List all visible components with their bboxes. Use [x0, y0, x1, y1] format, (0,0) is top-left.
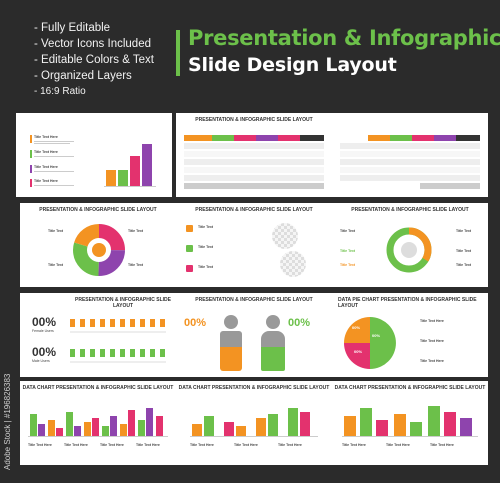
table: [340, 135, 480, 191]
slide-title: DATA CHART PRESENTATION & INFOGRAPHIC SL…: [178, 385, 330, 391]
slide-thumbnail-people-stats[interactable]: PRESENTATION & INFOGRAPHIC SLIDE LAYOUT …: [20, 293, 176, 377]
male-icon: [220, 331, 242, 371]
slide-thumbnail-icons[interactable]: PRESENTATION & INFOGRAPHIC SLIDE LAYOUT …: [176, 203, 332, 287]
slide-title: DATA CHART PRESENTATION & INFOGRAPHIC SL…: [334, 385, 486, 391]
female-percentage: 00%: [288, 317, 311, 329]
slide-thumbnail-donut-icon[interactable]: PRESENTATION & INFOGRAPHIC SLIDE LAYOUT …: [332, 203, 488, 287]
slide-label: Title Text Here: [136, 443, 160, 447]
page-title: Presentation & Infographic: [188, 26, 500, 50]
title-accent-bar: [176, 30, 180, 76]
slide-title: PRESENTATION & INFOGRAPHIC SLIDE LAYOUT: [195, 207, 313, 213]
slide-title: DATA PIE CHART PRESENTATION & INFOGRAPHI…: [338, 297, 477, 309]
feature-item: - 16:9 Ratio: [34, 86, 86, 97]
slide-label: Title Text Here: [190, 443, 214, 447]
slide-label: Title Text: [456, 249, 472, 253]
slide-label: Title Text: [198, 265, 214, 269]
slide-label: Title Text Here: [342, 443, 366, 447]
slide-label: Title Text Here: [100, 443, 124, 447]
bar: [106, 170, 116, 186]
slide-thumbnail-data-chart[interactable]: DATA CHART PRESENTATION & INFOGRAPHIC SL…: [20, 381, 176, 465]
bar-chart-area: [104, 141, 156, 187]
slide-thumbnail-table[interactable]: PRESENTATION & INFOGRAPHIC SLIDE LAYOUT: [176, 113, 332, 197]
female-icon: [261, 331, 285, 371]
slide-label: Title Text: [340, 249, 356, 253]
bar: [142, 144, 152, 186]
placeholder-image: [272, 223, 298, 249]
pie-label: 00%: [372, 333, 381, 338]
donut-chart: [386, 227, 432, 273]
male-percentage: 00%: [184, 317, 207, 329]
slide-label: Title Text Here: [64, 443, 88, 447]
slide-label: Title Text Here: [34, 165, 58, 169]
slide-thumbnail-donut[interactable]: PRESENTATION & INFOGRAPHIC SLIDE LAYOUT …: [20, 203, 176, 287]
slide-label: Title Text Here: [430, 443, 454, 447]
male-percentage: 00%: [32, 345, 57, 359]
slide-label: Title Text: [48, 229, 64, 233]
feature-item: - Fully Editable: [34, 22, 111, 34]
chart-icon: [186, 245, 193, 252]
page-subtitle: Slide Design Layout: [188, 54, 397, 76]
slide-label: Title Text Here: [420, 359, 444, 363]
bar: [130, 156, 140, 186]
placeholder-image: [280, 251, 306, 277]
feature-list: - Fully Editable - Vector Icons Included…: [34, 20, 154, 100]
feature-item: - Vector Icons Included: [34, 38, 151, 50]
slide-label: Title Text Here: [278, 443, 302, 447]
slide-label: Title Text Here: [34, 135, 58, 139]
feature-item: - Organized Layers: [34, 70, 132, 82]
female-icon-head: [266, 315, 280, 329]
slide-title: PRESENTATION & INFOGRAPHIC SLIDE LAYOUT: [75, 297, 171, 309]
slide-label: Title Text: [456, 263, 472, 267]
slide-title: PRESENTATION & INFOGRAPHIC SLIDE LAYOUT: [195, 117, 313, 123]
bar-chart-area: [190, 403, 318, 437]
slide-thumbnail-pie[interactable]: DATA PIE CHART PRESENTATION & INFOGRAPHI…: [332, 293, 488, 377]
slide-title: PRESENTATION & INFOGRAPHIC SLIDE LAYOUT: [195, 297, 313, 303]
people-icon-row: [70, 349, 166, 357]
slide-label: Title Text: [48, 263, 64, 267]
slide-thumbnail-data-chart[interactable]: DATA CHART PRESENTATION & INFOGRAPHIC SL…: [176, 381, 332, 465]
pie-chart: [344, 317, 396, 370]
female-percentage: 00%: [32, 315, 57, 329]
slide-thumbnail-bar-chart[interactable]: Title Text Here Title Text Here Title Te…: [16, 113, 172, 197]
slide-label: Title Text Here: [234, 443, 258, 447]
people-icon: [186, 265, 193, 272]
slide-title: PRESENTATION & INFOGRAPHIC SLIDE LAYOUT: [351, 207, 469, 213]
slide-label: Title Text Here: [34, 150, 58, 154]
slide-label: Title Text Here: [34, 179, 58, 183]
slide-label: Title Text: [340, 263, 356, 267]
male-icon-head: [224, 315, 238, 329]
female-label: Female Users: [32, 329, 54, 333]
male-label: Male Users: [32, 359, 50, 363]
slide-thumbnail-table[interactable]: [332, 113, 488, 197]
slide-label: Title Text Here: [28, 443, 52, 447]
bar: [118, 170, 128, 186]
donut-chart: [73, 224, 125, 276]
watermark-id: Adobe Stock | #196826383: [3, 373, 12, 470]
slide-label: Title Text: [456, 229, 472, 233]
feature-item: - Editable Colors & Text: [34, 54, 154, 66]
slide-title: DATA CHART PRESENTATION & INFOGRAPHIC SL…: [22, 385, 174, 391]
slide-thumbnail-gender[interactable]: PRESENTATION & INFOGRAPHIC SLIDE LAYOUT …: [176, 293, 332, 377]
bar-chart-area: [342, 403, 478, 437]
slide-label: Title Text: [198, 245, 214, 249]
bar-chart-area: [28, 403, 168, 437]
table: [184, 135, 324, 191]
slide-label: Title Text Here: [420, 319, 444, 323]
people-icon-row: [70, 319, 166, 327]
briefcase-icon: [186, 225, 193, 232]
slide-thumbnail-data-chart[interactable]: DATA CHART PRESENTATION & INFOGRAPHIC SL…: [332, 381, 488, 465]
slide-label: Title Text: [128, 229, 144, 233]
slide-label: Title Text: [128, 263, 144, 267]
slide-label: Title Text Here: [420, 339, 444, 343]
slide-label: Title Text: [198, 225, 214, 229]
pie-label: 00%: [352, 325, 361, 330]
slide-title: PRESENTATION & INFOGRAPHIC SLIDE LAYOUT: [39, 207, 157, 213]
pie-label: 00%: [354, 349, 363, 354]
slide-label: Title Text Here: [386, 443, 410, 447]
slide-label: Title Text: [340, 229, 356, 233]
